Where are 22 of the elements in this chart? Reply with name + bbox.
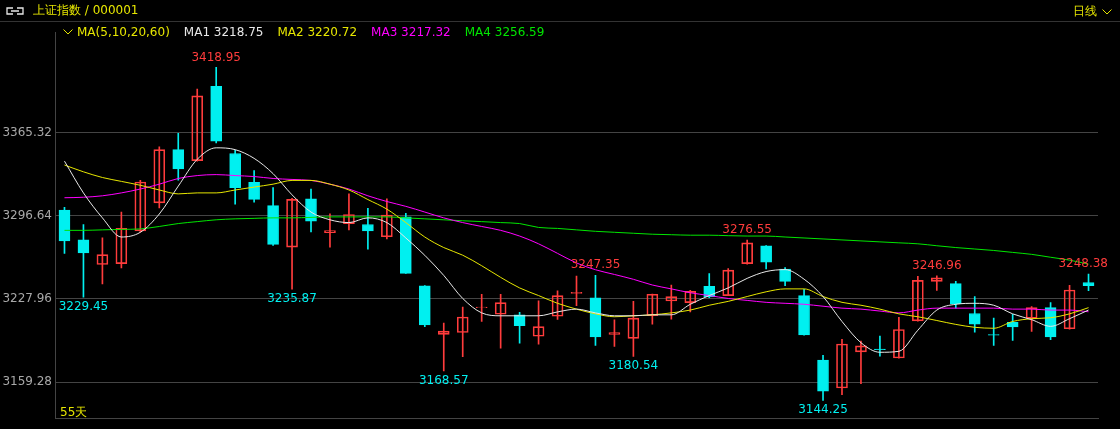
y-tick-label: 3296.64 — [2, 207, 52, 222]
annotation: 3418.95 — [191, 49, 241, 64]
y-tick-label: 3159.28 — [2, 374, 52, 389]
annotation: 55天 — [60, 404, 88, 421]
text: 日线 — [1073, 3, 1097, 20]
annotation: 3248.38 — [1058, 256, 1108, 271]
annotation: 3168.57 — [418, 372, 469, 387]
chart-title: 上证指数 / 000001 — [33, 2, 139, 19]
y-tick-label: 3227.96 — [2, 290, 52, 305]
annotation: 3144.25 — [798, 402, 848, 417]
annotation: 3180.54 — [608, 358, 659, 373]
annotation: 3276.55 — [722, 222, 772, 237]
text: MA1 3218.75 — [183, 25, 264, 39]
annotation: 3229.45 — [58, 299, 109, 314]
annotation: 3246.96 — [912, 257, 962, 272]
legend-title: MA(5,10,20,60) — [77, 25, 170, 39]
text: MA4 3256.59 — [464, 25, 545, 39]
candlestick — [874, 335, 886, 357]
text: MA3 3217.32 — [371, 25, 451, 39]
annotation: 3235.87 — [267, 291, 317, 306]
y-tick-label: 3365.32 — [2, 124, 52, 139]
text: MA2 3220.72 — [277, 25, 358, 39]
